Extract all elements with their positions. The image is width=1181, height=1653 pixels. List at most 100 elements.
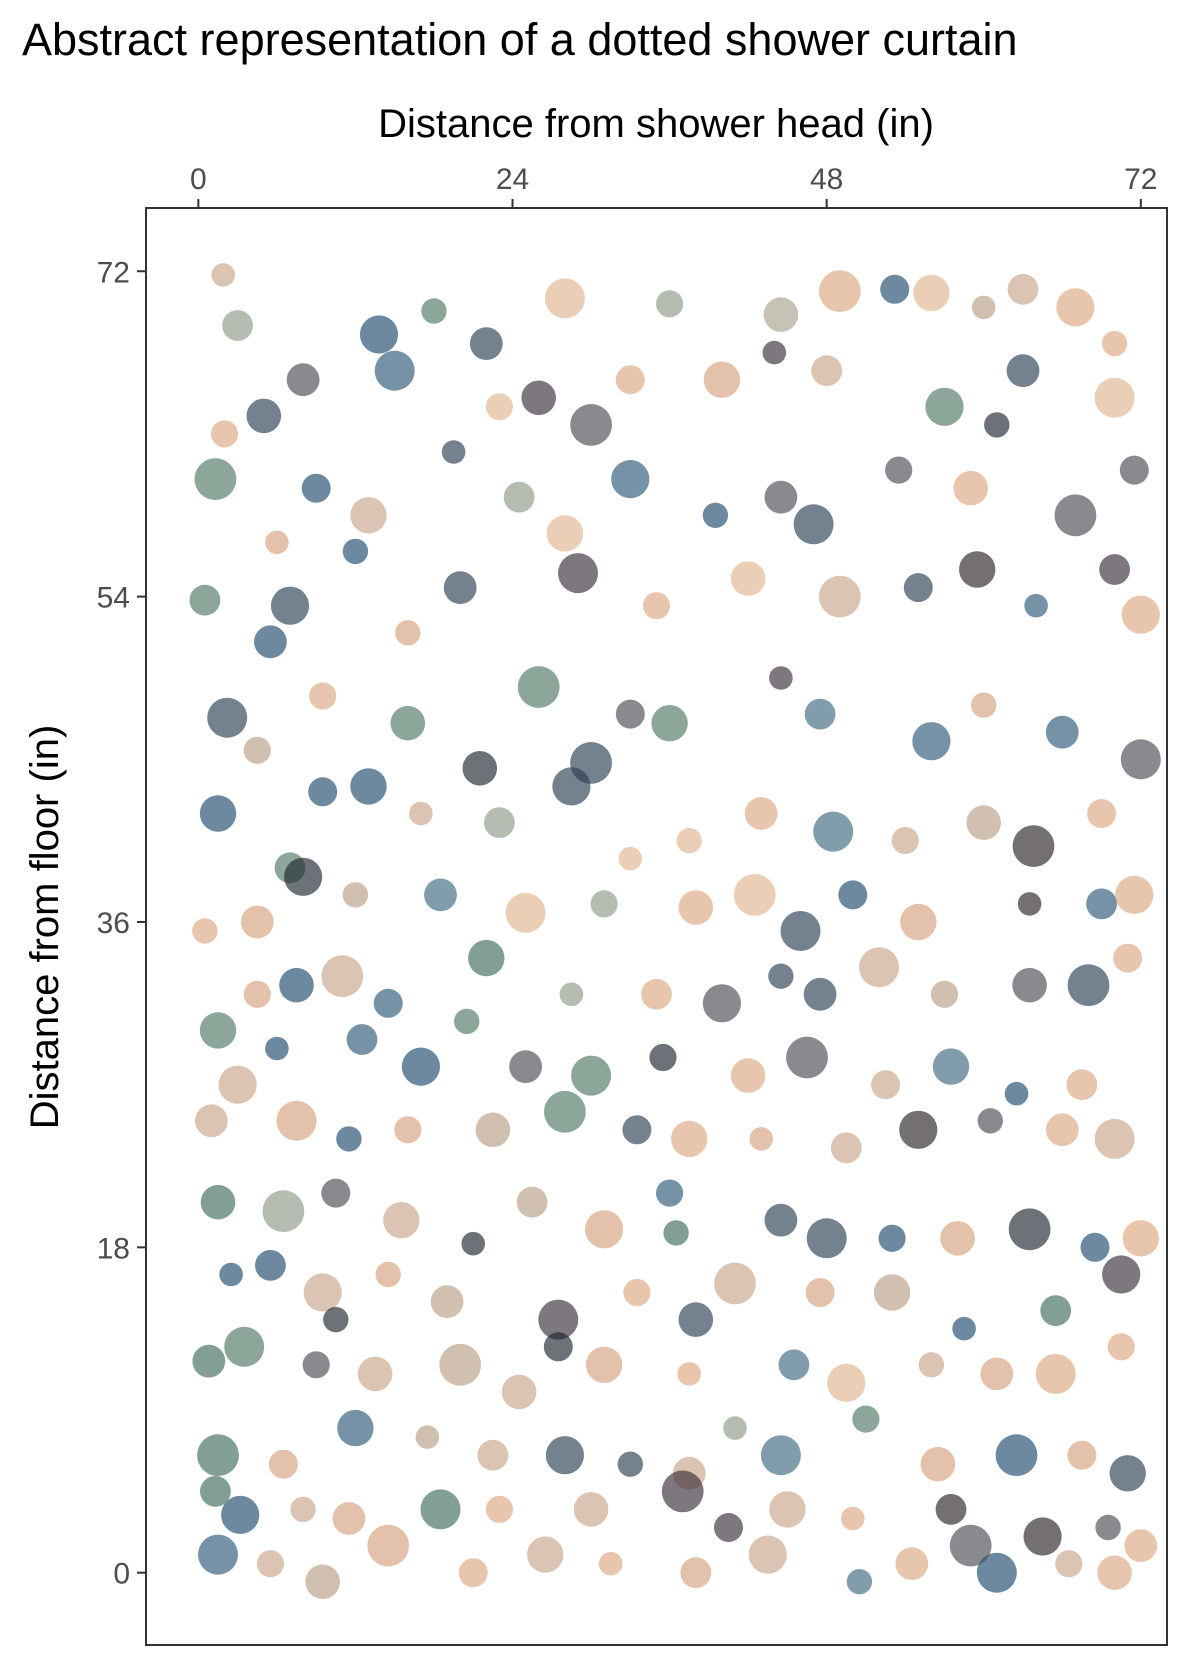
curtain-dot [1101, 330, 1128, 357]
curtain-dot [265, 1036, 289, 1061]
curtain-dot [763, 297, 799, 332]
curtain-dot [878, 1224, 906, 1252]
curtain-dot [618, 846, 643, 871]
curtain-dot [661, 1470, 704, 1513]
curtain-dot [558, 553, 598, 594]
curtain-dot [730, 1058, 766, 1093]
curtain-dot [337, 1409, 374, 1447]
curtain-dot [778, 1349, 810, 1381]
curtain-dot [441, 440, 466, 464]
curtain-dot [811, 355, 843, 387]
curtain-dot [469, 327, 503, 360]
curtain-dot [1087, 799, 1117, 828]
curtain-dot [818, 270, 861, 312]
curtain-dot [703, 361, 741, 398]
curtain-dot [1067, 1440, 1097, 1470]
y-tick-label: 0 [113, 1558, 130, 1591]
curtain-dot [744, 797, 778, 830]
curtain-dot [485, 393, 513, 421]
y-tick-label: 54 [97, 582, 130, 615]
curtain-dot [243, 980, 271, 1008]
curtain-dot [305, 1564, 341, 1599]
curtain-dot [1056, 288, 1095, 327]
curtain-dot [210, 420, 239, 448]
curtain-dot [195, 1104, 228, 1138]
curtain-dot [346, 1024, 378, 1055]
x-tick-label: 24 [496, 163, 529, 196]
curtain-dot [805, 1278, 835, 1307]
curtain-dot [373, 988, 403, 1018]
curtain-dot [224, 1326, 265, 1367]
curtain-dot [367, 1524, 410, 1567]
curtain-dot [804, 698, 836, 730]
chart-title: Abstract representation of a dotted show… [22, 14, 1018, 65]
curtain-dot [1115, 875, 1154, 915]
curtain-dot [374, 350, 415, 391]
curtain-dot [254, 625, 287, 659]
curtain-dot [748, 1535, 787, 1574]
curtain-dot [714, 1262, 756, 1305]
curtain-dot [803, 977, 837, 1011]
curtain-dot [1008, 1208, 1051, 1251]
curtain-dot [714, 1513, 743, 1542]
curtain-dot [678, 890, 714, 925]
curtain-dot [1097, 1555, 1132, 1590]
curtain-dot [462, 751, 498, 786]
curtain-dot [443, 571, 477, 604]
curtain-dot [401, 1047, 440, 1086]
curtain-dot [303, 1273, 342, 1312]
curtain-dot [1023, 1517, 1062, 1556]
curtain-dot [350, 497, 387, 534]
curtain-dot [932, 1048, 970, 1085]
x-tick-label: 72 [1124, 163, 1157, 196]
curtain-dot [1094, 377, 1135, 418]
curtain-dot [900, 903, 937, 941]
curtain-dot [786, 1036, 828, 1079]
curtain-dot [977, 1108, 1003, 1134]
curtain-dot [286, 363, 320, 397]
curtain-dot [723, 1416, 747, 1440]
curtain-dot [284, 857, 323, 896]
curtain-dot [420, 1489, 461, 1530]
curtain-dot [813, 811, 854, 852]
curtain-dot [544, 1090, 586, 1133]
curtain-dot [255, 1250, 286, 1281]
curtain-dot [769, 1491, 806, 1528]
curtain-dot [642, 592, 671, 620]
curtain-dot [1095, 1514, 1121, 1541]
curtain-dot [219, 1262, 243, 1287]
curtain-dot [1107, 1333, 1135, 1361]
curtain-dot [211, 263, 235, 287]
curtain-dot [222, 310, 254, 341]
curtain-dot [733, 874, 776, 916]
curtain-dot [246, 398, 282, 434]
curtain-dot [903, 573, 933, 603]
curtain-dot [871, 1070, 901, 1100]
curtain-dot [430, 1285, 464, 1318]
curtain-dot [559, 982, 584, 1007]
y-axis-title: Distance from floor (in) [23, 725, 67, 1130]
curtain-dot [197, 1434, 239, 1477]
curtain-dot [276, 1100, 317, 1141]
curtain-dot [1120, 739, 1161, 780]
curtain-dot [940, 1221, 975, 1256]
x-axis-title: Distance from shower head (in) [378, 102, 934, 146]
curtain-dot [585, 1210, 624, 1249]
x-tick-label: 48 [810, 163, 843, 196]
curtain-dot [475, 1112, 511, 1148]
curtain-dot [920, 1446, 956, 1482]
curtain-dot [194, 458, 237, 500]
curtain-dot [841, 1506, 865, 1531]
curtain-dot [1067, 964, 1110, 1007]
curtain-dot [517, 666, 560, 708]
curtain-dot [818, 575, 861, 618]
curtain-dot [332, 1502, 366, 1535]
curtain-dot [485, 1495, 513, 1523]
curtain-dot [976, 1552, 1017, 1593]
curtain-dot [243, 736, 271, 764]
curtain-dot [240, 905, 274, 939]
curtain-dot [544, 278, 585, 319]
curtain-dot [461, 1231, 486, 1256]
curtain-dot [806, 1218, 847, 1259]
curtain-dot [290, 1496, 316, 1523]
